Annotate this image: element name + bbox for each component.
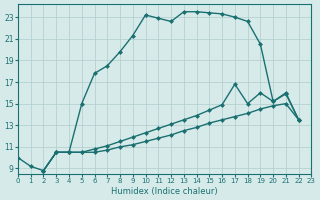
X-axis label: Humidex (Indice chaleur): Humidex (Indice chaleur) xyxy=(111,187,218,196)
